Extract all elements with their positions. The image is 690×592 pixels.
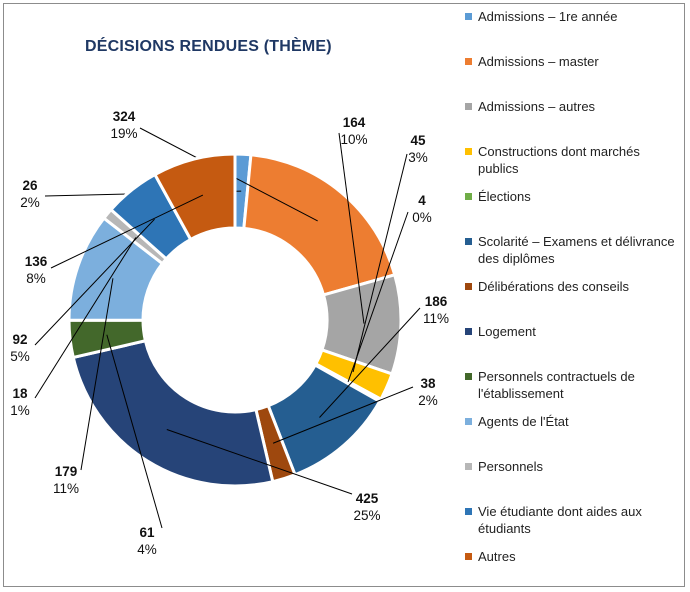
data-label-value-admissions-autres: 164 xyxy=(343,115,366,130)
legend-label: Constructions dont marchés publics xyxy=(478,144,640,176)
legend-label: Agents de l'État xyxy=(478,414,569,429)
donut-slice-admissions-master xyxy=(242,153,397,297)
legend-item-constructions-dont-marches-publics: Constructions dont marchés publics xyxy=(465,143,680,177)
leader-line-deliberations-des-conseils xyxy=(272,386,414,444)
legend-swatch xyxy=(465,13,472,20)
legend-label: Admissions – 1re année xyxy=(478,9,618,24)
legend-item-admissions-1re-annee: Admissions – 1re année xyxy=(465,8,680,25)
legend-item-personnels-contractuels-de-l-etablissement: Personnels contractuels de l'établisseme… xyxy=(465,368,680,402)
leader-line-autres xyxy=(50,194,204,269)
data-label-percent-agents-de-l-etat: 11% xyxy=(53,481,79,496)
donut-slice-autres xyxy=(152,152,237,242)
legend-swatch xyxy=(465,553,472,560)
data-label-percent-autres: 8% xyxy=(26,271,46,286)
legend-item-autres: Autres xyxy=(465,548,680,565)
legend-item-logement: Logement xyxy=(465,323,680,340)
legend-swatch xyxy=(465,58,472,65)
data-label-value-agents-de-l-etat: 179 xyxy=(55,464,78,479)
data-label-percent-vie-etudiante-dont-aides-aux-etudiants: 5% xyxy=(10,349,30,364)
data-label-percent-deliberations-des-conseils: 2% xyxy=(418,393,438,408)
legend-swatch xyxy=(465,148,472,155)
legend-label: Admissions – autres xyxy=(478,99,596,114)
data-label-percent-constructions-dont-marches-publics: 3% xyxy=(408,150,428,165)
legend-item-agents-de-l-etat: Agents de l'État xyxy=(465,413,680,430)
leader-line-vie-etudiante-dont-aides-aux-etudiants xyxy=(34,218,155,346)
legend-swatch xyxy=(465,508,472,515)
legend-label: Admissions – master xyxy=(478,54,599,69)
legend-label: Autres xyxy=(478,549,516,564)
legend-swatch xyxy=(465,463,472,470)
legend-item-vie-etudiante-dont-aides-aux-etudiants: Vie étudiante dont aides aux étudiants xyxy=(465,503,680,537)
donut-slice-logement xyxy=(71,338,275,488)
legend-swatch xyxy=(465,103,472,110)
leader-line-admissions-autres xyxy=(338,132,365,324)
leader-line-agents-de-l-etat xyxy=(80,278,114,471)
legend-swatch xyxy=(465,328,472,335)
data-label-percent-personnels: 1% xyxy=(10,403,30,418)
legend-label: Scolarité – Examens et délivrance des di… xyxy=(478,234,675,266)
data-label-value-deliberations-des-conseils: 38 xyxy=(420,376,436,391)
data-label-value-constructions-dont-marches-publics: 45 xyxy=(410,133,426,148)
legend-item-admissions-autres: Admissions – autres xyxy=(465,98,680,115)
leader-line-personnels-contractuels-de-l-etablissement xyxy=(106,334,163,529)
data-label-value-logement: 425 xyxy=(356,491,379,506)
data-label-percent-elections: 0% xyxy=(412,210,432,225)
data-label-percent-logement: 25% xyxy=(353,508,380,523)
data-label-percent-scolarite-examens-et-delivrance-des-diplomes: 11% xyxy=(423,311,449,326)
legend-label: Personnels xyxy=(478,459,544,474)
legend-swatch xyxy=(465,238,472,245)
legend-swatch xyxy=(465,283,472,290)
legend-label: Logement xyxy=(478,324,536,339)
data-label-value-elections: 4 xyxy=(418,193,426,208)
data-label-value-scolarite-examens-et-delivrance-des-diplomes: 186 xyxy=(425,294,448,309)
legend-item-personnels: Personnels xyxy=(465,458,680,475)
leader-line-personnels xyxy=(34,237,137,399)
legend-label: Élections xyxy=(478,189,531,204)
data-label-percent-admissions-autres: 10% xyxy=(340,132,367,147)
data-label-percent-personnels-contractuels-de-l-etablissement: 4% xyxy=(137,542,157,557)
legend-label: Délibérations des conseils xyxy=(478,279,630,294)
legend-label: Vie étudiante dont aides aux étudiants xyxy=(478,504,642,536)
data-label-value-personnels: 18 xyxy=(12,386,28,401)
legend-item-admissions-master: Admissions – master xyxy=(465,53,680,70)
data-label-percent-admissions-1re-annee: 2% xyxy=(20,195,40,210)
data-label-percent-admissions-master: 19% xyxy=(110,126,137,141)
legend-item-deliberations-des-conseils: Délibérations des conseils xyxy=(465,278,680,295)
data-label-value-admissions-master: 324 xyxy=(113,109,136,124)
legend-item-scolarite-examens-et-delivrance-des-diplomes: Scolarité – Examens et délivrance des di… xyxy=(465,233,680,267)
data-label-value-autres: 136 xyxy=(25,254,48,269)
chart-title: DÉCISIONS RENDUES (THÈME) xyxy=(85,38,332,55)
data-label-value-personnels-contractuels-de-l-etablissement: 61 xyxy=(139,525,155,540)
data-label-value-admissions-1re-annee: 26 xyxy=(22,178,38,193)
leader-line-scolarite-examens-et-delivrance-des-diplomes xyxy=(319,307,421,418)
legend-label: Personnels contractuels de l'établisseme… xyxy=(478,369,635,401)
legend-swatch xyxy=(465,418,472,425)
legend-item-elections: Élections xyxy=(465,188,680,205)
legend-swatch xyxy=(465,193,472,200)
data-label-value-vie-etudiante-dont-aides-aux-etudiants: 92 xyxy=(12,332,27,347)
leader-line-logement xyxy=(166,429,353,495)
leader-line-elections xyxy=(347,211,409,383)
leader-line-constructions-dont-marches-publics xyxy=(352,153,408,373)
legend-swatch xyxy=(465,373,472,380)
